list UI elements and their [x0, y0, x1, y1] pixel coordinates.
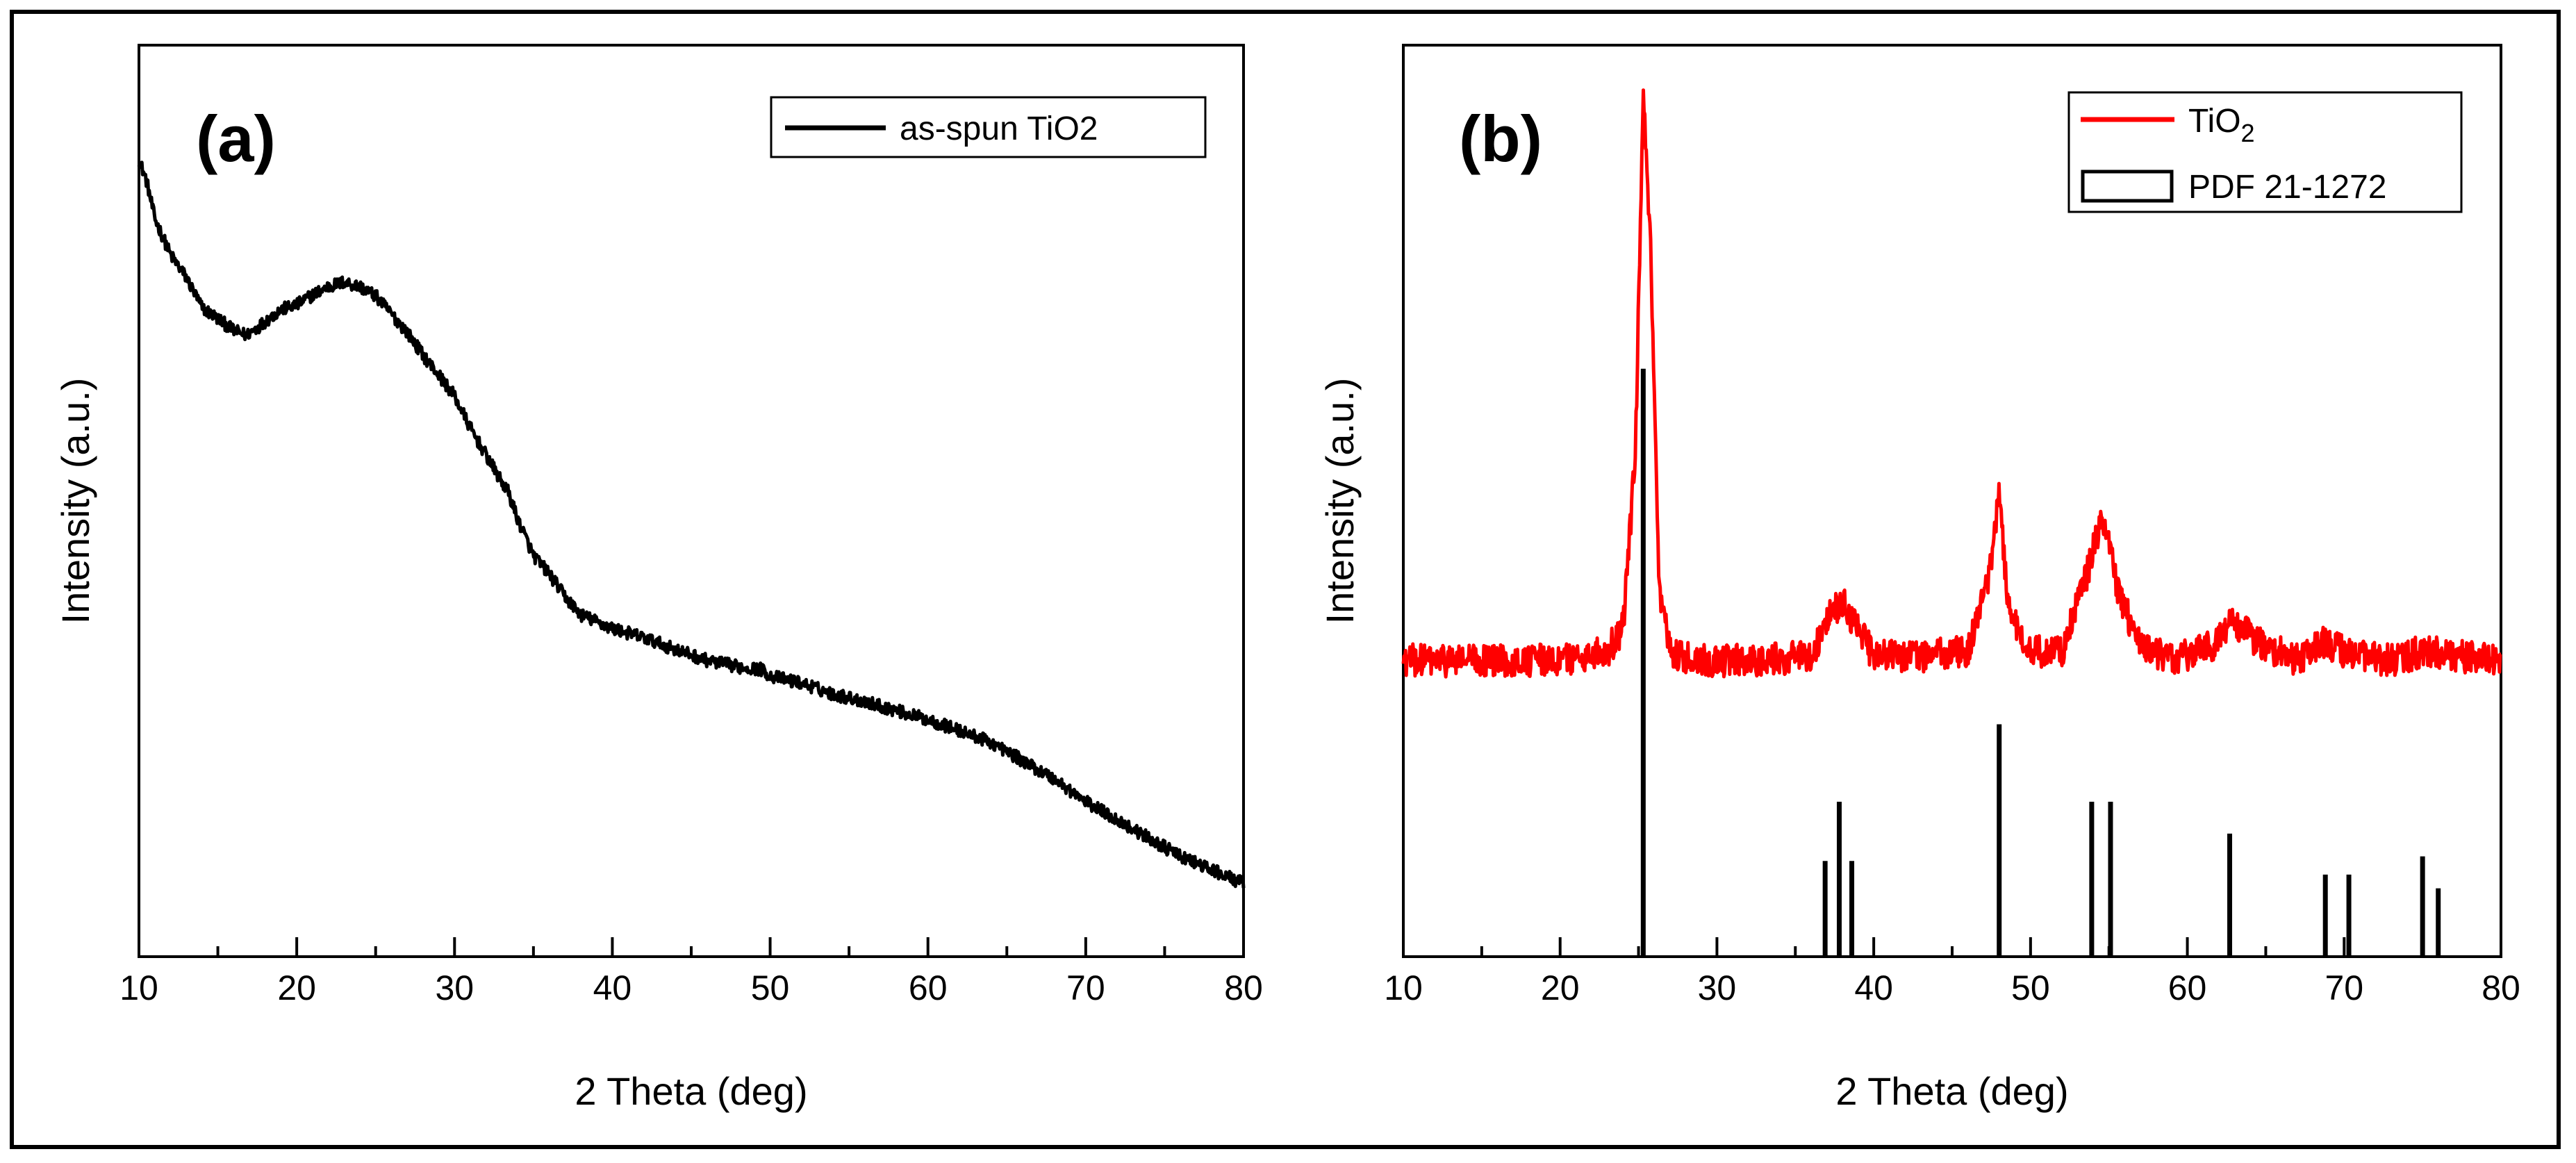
panel-b-x-tick-label: 60 [2168, 968, 2207, 1007]
panel-b-y-axis-title: Intensity (a.u.) [1318, 378, 1362, 625]
panel-a-x-tick-label: 70 [1066, 968, 1105, 1007]
panel-b-x-tick-label: 20 [1541, 968, 1580, 1007]
panel-a-series-line [137, 160, 1246, 889]
panel-a-y-axis-title: Intensity (a.u.) [53, 378, 97, 625]
panel-b-legend-label-tio2: TiO2 [2188, 103, 2255, 147]
panel-a-x-tick-label: 40 [593, 968, 632, 1007]
panel-b-x-tick-label: 30 [1698, 968, 1737, 1007]
panel-a-x-tick-label: 20 [277, 968, 316, 1007]
panel-b-legend-box-swatch [2081, 170, 2174, 203]
panel-a-legend-label: as-spun TiO2 [900, 110, 1098, 147]
panel-b: (b) 2 Theta (deg) Intensity (a.u.) TiO2 … [1318, 44, 2520, 1113]
panel-b-legend-label-pdf: PDF 21-1272 [2188, 169, 2387, 206]
panel-a-x-tick-label: 30 [435, 968, 474, 1007]
panel-b-legend: TiO2 PDF 21-1272 [2067, 91, 2463, 213]
panel-b-reference-lines [1640, 368, 2441, 957]
panel-b-x-tick-label: 80 [2482, 968, 2520, 1007]
panel-b-x-axis: 10 20 30 40 50 60 70 80 [1384, 937, 2520, 1007]
panel-a-x-axis-title: 2 Theta (deg) [575, 1069, 807, 1113]
panel-b-legend-label-tio2-main: TiO [2188, 103, 2241, 140]
panel-a-plot-frame [138, 44, 1245, 958]
panel-b-x-tick-label: 40 [1854, 968, 1893, 1007]
panel-b-x-axis-title: 2 Theta (deg) [1835, 1069, 2068, 1113]
panel-a-legend: as-spun TiO2 [770, 96, 1207, 158]
panel-b-x-tick-label: 50 [2011, 968, 2050, 1007]
panel-a-x-tick-label: 60 [909, 968, 948, 1007]
panel-a: (a) 2 Theta (deg) Intensity (a.u.) as-sp… [53, 44, 1263, 1113]
panel-b-legend-label-tio2-sub: 2 [2241, 119, 2255, 147]
panel-b-series-line [1401, 88, 2502, 679]
panel-a-x-tick-label: 10 [119, 968, 158, 1007]
panel-a-x-axis: 10 20 30 40 50 60 70 80 [119, 937, 1263, 1007]
panel-a-label: (a) [196, 102, 276, 175]
panel-b-label: (b) [1459, 102, 1542, 175]
panel-b-x-tick-label: 10 [1384, 968, 1423, 1007]
panel-b-x-tick-label: 70 [2325, 968, 2363, 1007]
panel-a-x-tick-label: 80 [1224, 968, 1263, 1007]
panel-a-x-tick-label: 50 [751, 968, 790, 1007]
